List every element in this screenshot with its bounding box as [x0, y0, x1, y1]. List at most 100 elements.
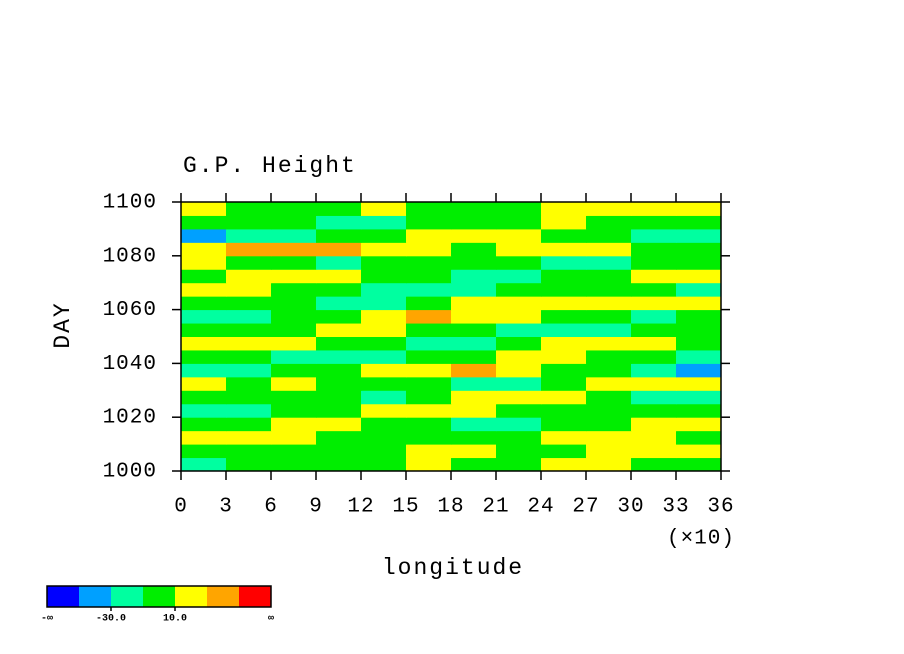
heatmap-cell [451, 282, 497, 297]
heatmap-cell [361, 376, 407, 391]
heatmap-cell [226, 457, 272, 472]
heatmap-cell [676, 228, 722, 243]
heatmap-cell [541, 282, 587, 297]
heatmap-cell [271, 269, 317, 284]
heatmap-cell [541, 444, 587, 459]
heatmap-cell [181, 255, 227, 270]
heatmap-cell [271, 390, 317, 405]
heatmap-cell [586, 363, 632, 378]
heatmap-cell [226, 417, 272, 432]
heatmap-cell [181, 269, 227, 284]
heatmap-cell [181, 417, 227, 432]
heatmap-cell [361, 255, 407, 270]
heatmap-cell [451, 269, 497, 284]
heatmap-cell [271, 215, 317, 230]
heatmap-cell [631, 202, 677, 216]
heatmap-cell [496, 255, 542, 270]
heatmap-cell [316, 269, 362, 284]
heatmap-cell [451, 323, 497, 337]
heatmap-cell [181, 390, 227, 405]
colorbar-swatch [207, 586, 239, 607]
heatmap-cell [676, 242, 722, 257]
heatmap-cell [451, 390, 497, 405]
heatmap-cell [271, 309, 317, 324]
heatmap-cell [541, 430, 587, 445]
heatmap-cell [271, 376, 317, 391]
heatmap-cell [181, 363, 227, 378]
heatmap-cell [271, 255, 317, 270]
heatmap-cell [496, 457, 542, 472]
heatmap-cell [496, 296, 542, 311]
heatmap-cell [451, 417, 497, 432]
heatmap-cell [406, 376, 452, 391]
heatmap-cell [496, 349, 542, 364]
heatmap-cell [361, 242, 407, 257]
x-tick-label: 21 [482, 496, 509, 519]
heatmap-cell [271, 296, 317, 311]
heatmap-cell [631, 403, 677, 418]
heatmap-cell [361, 430, 407, 445]
heatmap-cell [676, 349, 722, 364]
heatmap-cell [406, 349, 452, 364]
heatmap-cell [451, 296, 497, 311]
heatmap-cell [541, 269, 587, 284]
heatmap-cell [316, 282, 362, 297]
heatmap-cell [496, 403, 542, 418]
y-tick-label: 1080 [103, 245, 157, 268]
heatmap-cell [361, 269, 407, 284]
heatmap-cell [406, 215, 452, 230]
x-axis-label: longitude [382, 555, 524, 581]
heatmap-cell [181, 403, 227, 418]
heatmap-cell [361, 309, 407, 324]
heatmap-cell [226, 403, 272, 418]
colorbar-swatch [111, 586, 143, 607]
y-tick-label: 1000 [103, 461, 157, 484]
heatmap-cell [541, 457, 587, 472]
heatmap-cell [676, 309, 722, 324]
heatmap-cell [406, 309, 452, 324]
heatmap-cell [316, 202, 362, 216]
x-tick-label: 9 [309, 496, 323, 519]
x-tick-label: 6 [264, 496, 278, 519]
heatmap-cell [361, 202, 407, 216]
heatmap-cell [316, 296, 362, 311]
heatmap-cell [496, 215, 542, 230]
heatmap-cell [181, 349, 227, 364]
colorbar-frame [46, 585, 272, 608]
x-tick-label: 30 [617, 496, 644, 519]
x-tick-label: 24 [527, 496, 554, 519]
heatmap-cell [631, 228, 677, 243]
y-tick-label: 1100 [103, 192, 157, 215]
heatmap-cell [361, 296, 407, 311]
heatmap-cell [586, 215, 632, 230]
y-tick-label: 1040 [103, 353, 157, 376]
x-tick-label: 12 [347, 496, 374, 519]
heatmap-cell [181, 202, 227, 216]
x-tick-label: 0 [174, 496, 188, 519]
heatmap-cell [676, 390, 722, 405]
heatmap-cell [226, 242, 272, 257]
heatmap-cell [226, 282, 272, 297]
heatmap-cell [316, 430, 362, 445]
heatmap-cell [226, 363, 272, 378]
heatmap-cell [676, 417, 722, 432]
heatmap-cell [361, 417, 407, 432]
heatmap-cell [586, 255, 632, 270]
heatmap-cell [496, 430, 542, 445]
heatmap-cell [181, 444, 227, 459]
heatmap-cell [361, 363, 407, 378]
x-tick-label: 15 [392, 496, 419, 519]
heatmap-cell [226, 228, 272, 243]
heatmap-cell [676, 202, 722, 216]
heatmap-cell [271, 417, 317, 432]
heatmap-cell [361, 349, 407, 364]
heatmap-cell [451, 202, 497, 216]
heatmap-cell [226, 296, 272, 311]
heatmap-cell [181, 228, 227, 243]
heatmap-cell [271, 336, 317, 351]
heatmap-cell [676, 403, 722, 418]
heatmap-cell [451, 228, 497, 243]
heatmap-cell [316, 376, 362, 391]
heatmap-cell [451, 444, 497, 459]
heatmap-cell [271, 242, 317, 257]
